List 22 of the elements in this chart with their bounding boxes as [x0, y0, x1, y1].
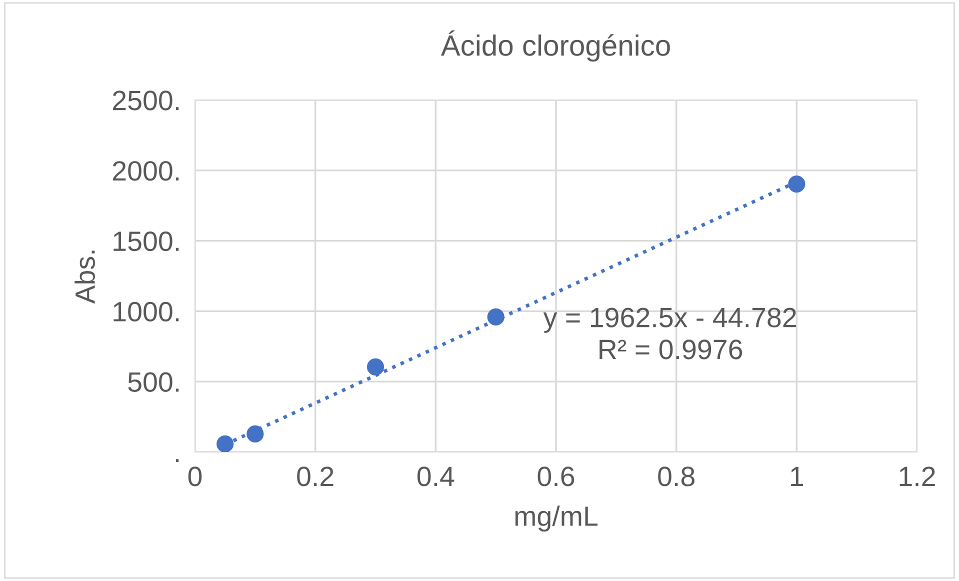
point: [366, 358, 384, 376]
y-tick-label: 2500.: [113, 90, 179, 110]
y-tick-label: 500.: [128, 372, 179, 392]
y-tick-label: 1500.: [114, 231, 179, 252]
x-tick-label: 0: [188, 466, 202, 486]
x-tick-label: 1.2: [900, 466, 935, 486]
x-tick-label: 0.8: [658, 466, 694, 486]
point: [246, 425, 264, 443]
point: [216, 435, 234, 452]
x-tick-label: 0.2: [297, 466, 334, 486]
point: [788, 176, 806, 193]
x-tick-label: 0.6: [538, 466, 574, 486]
y-tick-label: 1000.: [114, 302, 179, 322]
y-axis-title: Abs.: [74, 250, 96, 304]
point: [487, 308, 504, 326]
y-tick-label: .: [176, 459, 179, 462]
x-tick-label: 1: [791, 466, 804, 486]
chart-title: Ácido clorogénico: [440, 30, 670, 62]
x-axis-title: mg/mL: [515, 506, 598, 532]
annotation: y = 1962.5x - 44.782 R² = 0.9976: [543, 308, 796, 360]
x-tick-label: 0.4: [417, 466, 454, 486]
y-tick-label: 2000.: [113, 161, 179, 181]
